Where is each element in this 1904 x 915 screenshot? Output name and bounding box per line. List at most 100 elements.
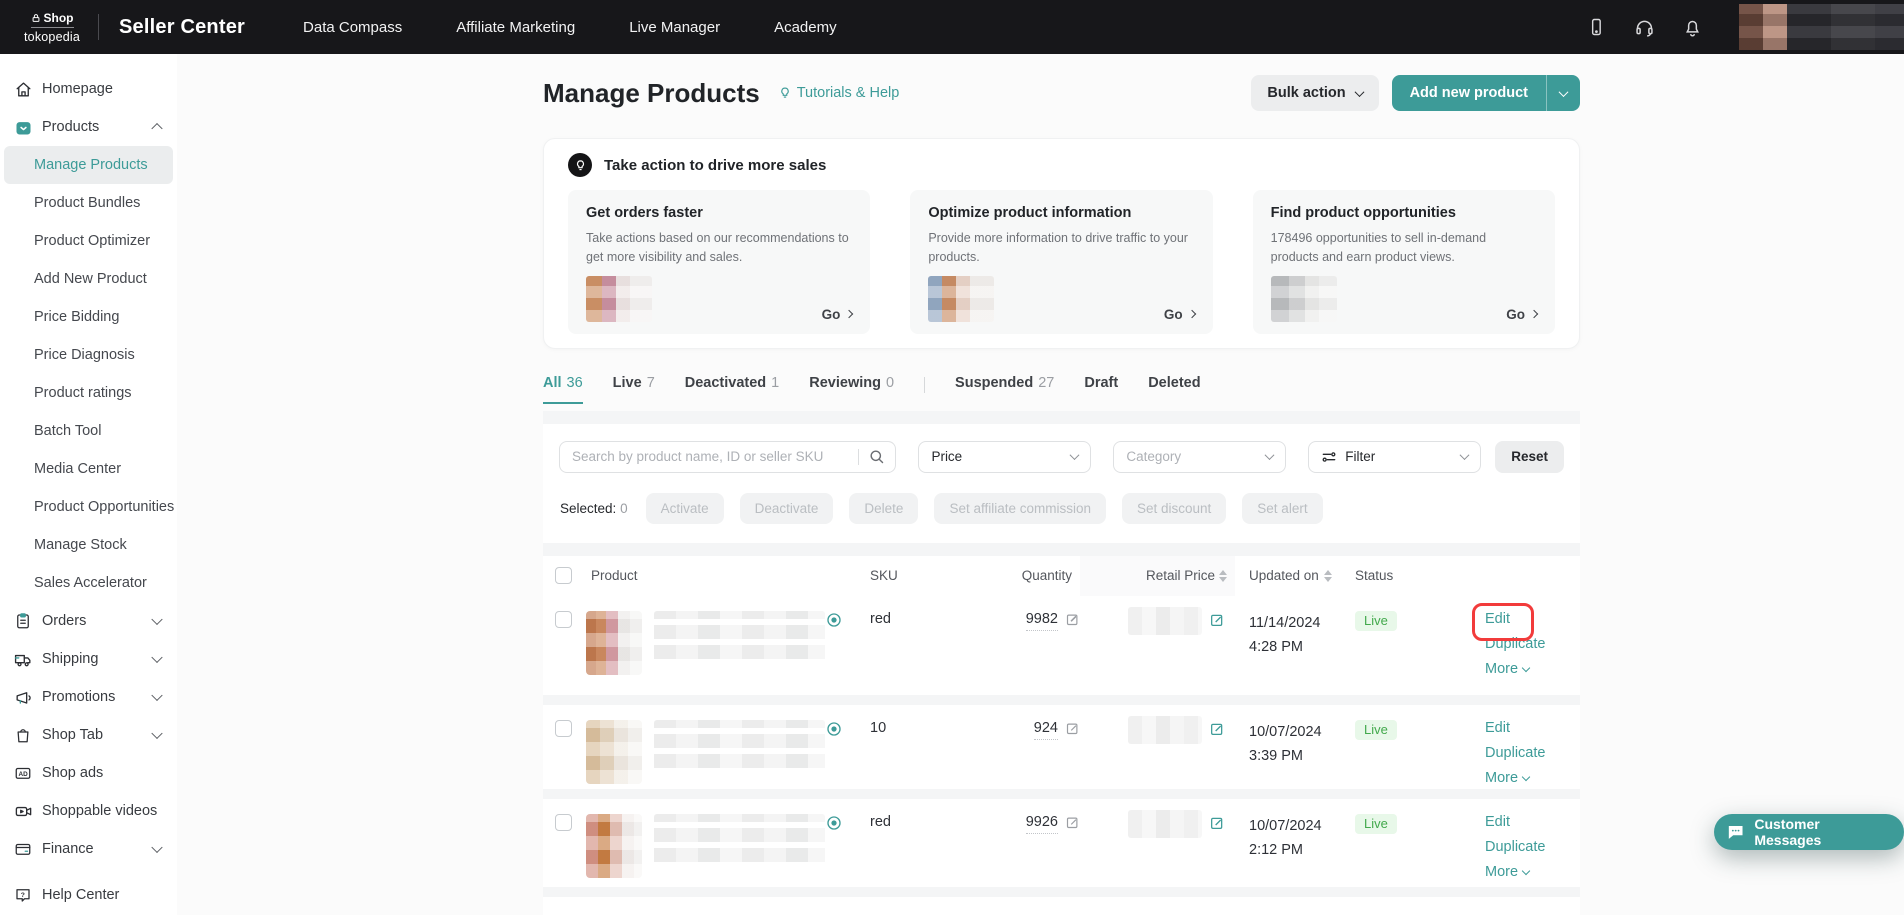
activate-button[interactable]: Activate: [645, 492, 724, 524]
preview-eye-icon[interactable]: [825, 799, 870, 837]
sidebar-item-add-new-product[interactable]: Add New Product: [34, 271, 147, 287]
sidebar-item-price-bidding[interactable]: Price Bidding: [34, 309, 120, 325]
edit-quantity-icon[interactable]: [1065, 612, 1080, 631]
sidebar-item-shop-tab[interactable]: Shop Tab: [0, 716, 177, 754]
quantity-value[interactable]: 9982: [1025, 611, 1058, 631]
edit-price-icon[interactable]: [1209, 721, 1225, 742]
go-link[interactable]: Go: [1506, 307, 1539, 322]
sidebar-item-product-opportunities[interactable]: Product Opportunities: [34, 499, 175, 515]
tab-deactivated[interactable]: Deactivated 1: [684, 374, 780, 391]
tab-suspended[interactable]: Suspended 27: [955, 374, 1055, 391]
tab-live[interactable]: Live 7: [612, 374, 655, 391]
chevron-down-icon: [151, 613, 163, 626]
go-link[interactable]: Go: [1164, 307, 1196, 322]
topbar-divider: [98, 14, 100, 40]
sort-icon[interactable]: [1219, 569, 1227, 582]
row-checkbox[interactable]: [555, 719, 572, 737]
card-thumbnail: [1270, 275, 1337, 322]
tab-deleted[interactable]: Deleted: [1148, 374, 1201, 391]
column-updated-on[interactable]: Updated on: [1235, 568, 1355, 583]
select-all-checkbox[interactable]: [555, 567, 572, 585]
edit-quantity-icon[interactable]: [1065, 815, 1080, 834]
product-image[interactable]: [586, 610, 642, 675]
sidebar-item-help-center[interactable]: ? Help Center: [0, 876, 177, 914]
reset-button[interactable]: Reset: [1495, 440, 1564, 473]
card-title: Optimize product information: [928, 205, 1132, 221]
preview-eye-icon[interactable]: [825, 596, 870, 634]
nav-live-manager[interactable]: Live Manager: [629, 18, 721, 36]
bulk-action-button[interactable]: Bulk action: [1251, 75, 1379, 111]
sidebar-item-products[interactable]: Products: [0, 108, 177, 146]
row-checkbox[interactable]: [555, 610, 572, 628]
video-icon: [13, 801, 33, 821]
edit-link[interactable]: Edit: [1485, 813, 1510, 830]
category-dropdown[interactable]: Category: [1113, 440, 1287, 473]
set-alert-button[interactable]: Set alert: [1242, 492, 1323, 524]
search-input[interactable]: [572, 449, 859, 465]
chevron-down-icon: [1521, 772, 1531, 781]
products-icon: [13, 117, 33, 137]
deactivate-button[interactable]: Deactivate: [739, 492, 834, 524]
sidebar-item-manage-products[interactable]: Manage Products: [4, 146, 173, 184]
edit-price-icon[interactable]: [1209, 815, 1225, 836]
mobile-icon[interactable]: [1585, 16, 1607, 38]
sidebar-item-product-bundles[interactable]: Product Bundles: [34, 195, 141, 211]
delete-button[interactable]: Delete: [849, 492, 919, 524]
preview-eye-icon[interactable]: [825, 705, 870, 743]
nav-academy[interactable]: Academy: [774, 18, 837, 36]
quantity-value[interactable]: 9926: [1025, 814, 1058, 834]
more-link[interactable]: More: [1485, 864, 1531, 880]
nav-data-compass[interactable]: Data Compass: [303, 18, 403, 36]
product-image[interactable]: [586, 813, 642, 878]
avatar[interactable]: [1739, 4, 1904, 50]
quantity-value[interactable]: 924: [1033, 720, 1058, 740]
column-retail-price[interactable]: Retail Price: [1080, 555, 1235, 596]
more-link[interactable]: More: [1485, 770, 1531, 786]
sort-icon[interactable]: [1323, 569, 1332, 582]
set-affiliate-commission-button[interactable]: Set affiliate commission: [934, 492, 1106, 524]
sidebar-item-shop-ads[interactable]: AD Shop ads: [0, 754, 177, 792]
add-new-product-button[interactable]: Add new product: [1391, 75, 1546, 111]
sidebar-item-manage-stock[interactable]: Manage Stock: [34, 537, 127, 553]
shop-tokopedia-logo[interactable]: Shop tokopedia: [24, 11, 80, 44]
sidebar-item-sales-accelerator[interactable]: Sales Accelerator: [34, 575, 147, 591]
sidebar-item-homepage[interactable]: Homepage: [0, 70, 177, 108]
tutorials-help-link[interactable]: Tutorials & Help: [778, 85, 899, 101]
sidebar-item-shipping[interactable]: Shipping: [0, 640, 177, 678]
edit-price-icon[interactable]: [1209, 612, 1225, 633]
row-checkbox[interactable]: [555, 813, 572, 831]
sidebar-item-promotions[interactable]: Promotions: [0, 678, 177, 716]
edit-link[interactable]: Edit: [1485, 719, 1510, 736]
duplicate-link[interactable]: Duplicate: [1485, 635, 1546, 652]
edit-link[interactable]: Edit: [1485, 610, 1510, 627]
sidebar-item-batch-tool[interactable]: Batch Tool: [34, 423, 102, 439]
tab-all[interactable]: All 36: [543, 375, 583, 404]
sidebar-item-shoppable-videos[interactable]: Shoppable videos: [0, 792, 177, 830]
more-link[interactable]: More: [1485, 661, 1531, 677]
search-icon[interactable]: [868, 448, 885, 465]
sidebar-item-media-center[interactable]: Media Center: [34, 461, 122, 477]
filter-dropdown[interactable]: Filter: [1308, 440, 1482, 473]
edit-quantity-icon[interactable]: [1065, 721, 1080, 740]
price-dropdown[interactable]: Price: [918, 440, 1092, 473]
sidebar-item-price-diagnosis[interactable]: Price Diagnosis: [34, 347, 135, 363]
sidebar-item-product-optimizer[interactable]: Product Optimizer: [34, 233, 151, 249]
duplicate-link[interactable]: Duplicate: [1485, 744, 1546, 761]
sidebar: Homepage Products Manage Products Produc…: [0, 54, 177, 915]
go-link[interactable]: Go: [822, 307, 854, 322]
bell-icon[interactable]: [1681, 16, 1703, 38]
table-row: 10 924 10/07/2024 3:39 PM Live Edit Dupl…: [543, 705, 1580, 789]
product-image[interactable]: [586, 719, 642, 784]
nav-affiliate-marketing[interactable]: Affiliate Marketing: [456, 18, 576, 36]
headset-icon[interactable]: [1633, 16, 1655, 38]
tab-draft[interactable]: Draft: [1084, 374, 1119, 391]
sidebar-item-product-ratings[interactable]: Product ratings: [34, 385, 132, 401]
add-product-dropdown-button[interactable]: [1546, 75, 1580, 111]
sidebar-item-finance[interactable]: Finance: [0, 830, 177, 868]
sidebar-item-orders[interactable]: Orders: [0, 602, 177, 640]
tab-reviewing[interactable]: Reviewing 0: [809, 374, 895, 391]
customer-messages-button[interactable]: Customer Messages: [1714, 814, 1904, 850]
duplicate-link[interactable]: Duplicate: [1485, 838, 1546, 855]
main-content: Manage Products Tutorials & Help Bulk ac…: [543, 54, 1580, 915]
set-discount-button[interactable]: Set discount: [1122, 492, 1227, 524]
